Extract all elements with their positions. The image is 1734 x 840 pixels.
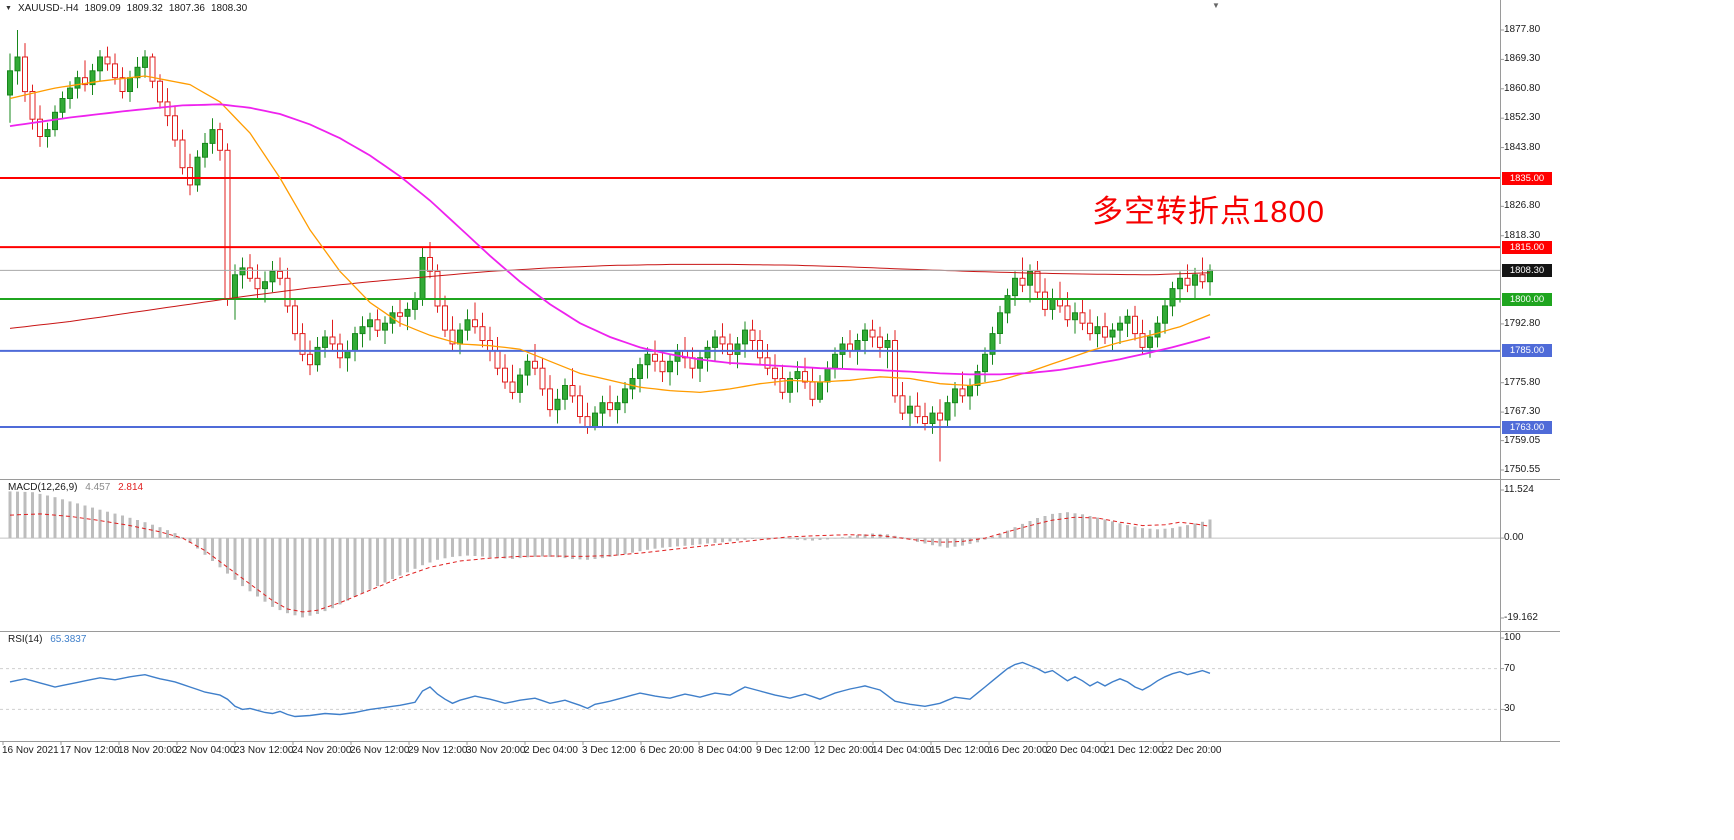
symbol-ohlc-label: ▼ XAUUSD-.H4 1809.09 1809.32 1807.36 180… [5, 3, 247, 14]
candles-layer[interactable] [7, 30, 1213, 462]
chart-shift-marker-icon[interactable]: ▼ [1212, 1, 1220, 10]
ohlc-close: 1808.30 [210, 3, 248, 14]
ma-fast-red [9, 263, 1211, 329]
macd-signal-value: 2.814 [118, 482, 144, 493]
rsi-label: RSI(14) [8, 634, 43, 645]
annotation-text[interactable]: 多空转折点1800 [1092, 194, 1325, 229]
symbol-name: XAUUSD-.H4 [17, 3, 79, 14]
macd-main-value: 4.457 [85, 482, 111, 493]
rsi-line [9, 661, 1211, 718]
macd-label: MACD(12,26,9) [8, 482, 78, 493]
rsi-panel-title: RSI(14) 65.3837 [8, 634, 86, 645]
macd-panel-title: MACD(12,26,9) 4.457 2.814 [8, 482, 143, 493]
ma-mid-orange [9, 75, 1211, 394]
ohlc-open: 1809.09 [84, 3, 121, 14]
ohlc-high: 1809.32 [126, 3, 163, 14]
ohlc-low: 1807.36 [168, 3, 205, 14]
macd-histogram [8, 491, 1212, 618]
ma-slow-magenta [9, 103, 1211, 376]
symbol-dropdown-icon[interactable]: ▼ [5, 5, 12, 12]
macd-signal-line [9, 513, 1211, 613]
rsi-value: 65.3837 [50, 634, 87, 645]
